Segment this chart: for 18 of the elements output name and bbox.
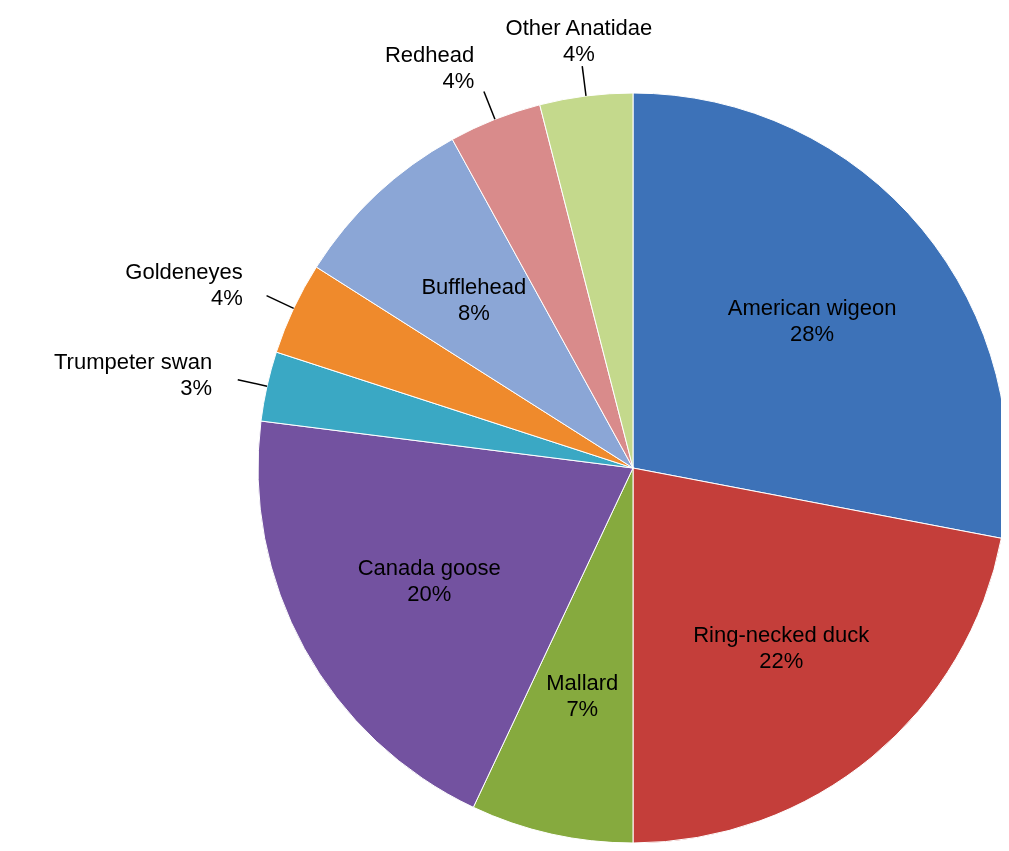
slice-label: Bufflehead bbox=[421, 273, 527, 299]
data-label: 22% bbox=[759, 648, 804, 674]
data-label: 4% bbox=[211, 285, 243, 311]
slice-label: Redhead bbox=[384, 42, 475, 68]
slice-label: Other Anatidae bbox=[505, 15, 653, 41]
slice-label: Ring-necked duck bbox=[693, 622, 871, 648]
data-label: 28% bbox=[790, 320, 835, 346]
slice-label: Goldeneyes bbox=[125, 259, 243, 285]
slice-label: Canada goose bbox=[357, 555, 501, 581]
data-label: 3% bbox=[180, 374, 213, 400]
slice-label: American wigeon bbox=[727, 294, 897, 320]
slice-label: Trumpeter swan bbox=[54, 348, 213, 374]
data-label: 4% bbox=[563, 41, 595, 67]
data-label: 20% bbox=[407, 581, 452, 607]
data-label: 8% bbox=[457, 299, 490, 325]
data-label: 7% bbox=[566, 695, 599, 721]
data-label: 4% bbox=[442, 68, 475, 94]
slice-label: Mallard bbox=[546, 669, 619, 695]
